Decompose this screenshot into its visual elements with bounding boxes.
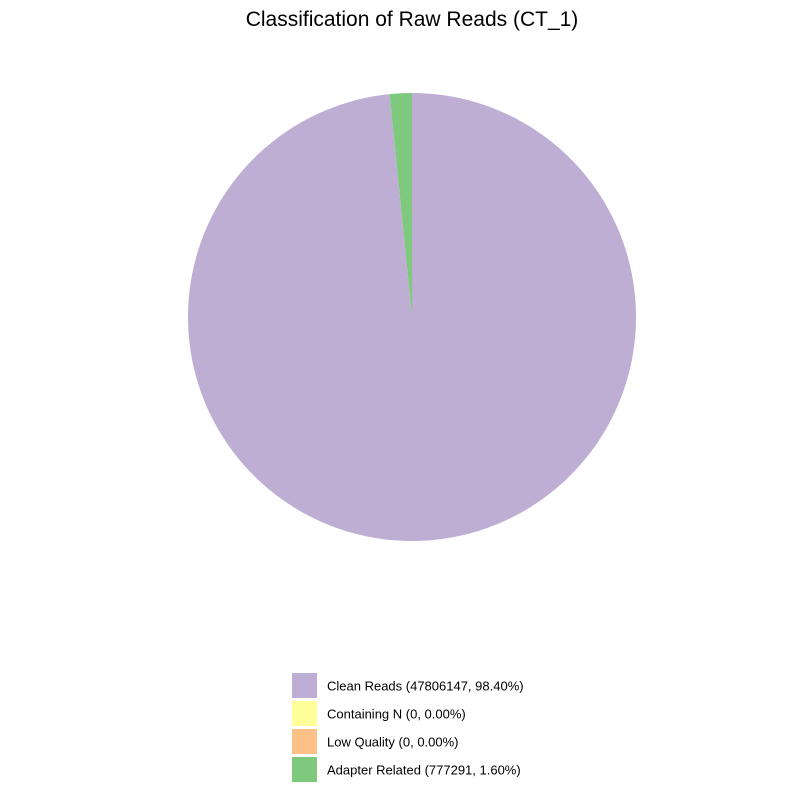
- chart-title: Classification of Raw Reads (CT_1): [246, 8, 579, 31]
- legend-label-adapter-related: Adapter Related (777291, 1.60%): [327, 763, 521, 778]
- legend-label-containing-n: Containing N (0, 0.00%): [327, 707, 466, 722]
- legend-swatch-low-quality: [292, 729, 317, 754]
- pie-slice-adapter-related: [389, 93, 412, 317]
- legend-label-clean-reads: Clean Reads (47806147, 98.40%): [327, 679, 524, 694]
- legend-label-low-quality: Low Quality (0, 0.00%): [327, 735, 459, 750]
- pie-slices: [188, 93, 636, 541]
- pie-slice-clean-reads: [188, 93, 636, 541]
- legend-swatch-adapter-related: [292, 757, 317, 782]
- legend-swatch-clean-reads: [292, 673, 317, 698]
- legend: Clean Reads (47806147, 98.40%) Containing…: [292, 673, 524, 782]
- legend-swatch-containing-n: [292, 701, 317, 726]
